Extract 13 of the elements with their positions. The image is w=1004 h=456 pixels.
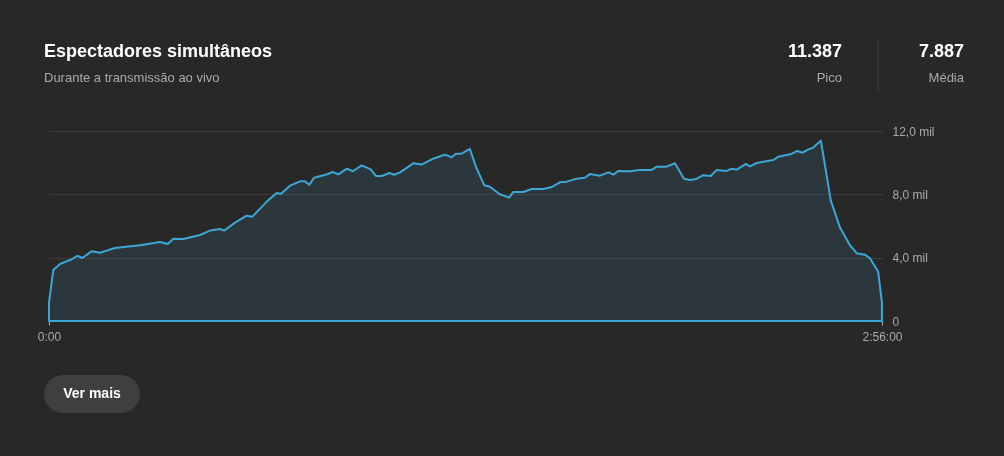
- x-tick-label: 0:00: [37, 329, 62, 344]
- y-tick-label: 0: [892, 314, 900, 329]
- y-tick-label: 4,0 mil: [892, 251, 928, 266]
- chart-subtitle: Durante a transmissão ao vivo: [44, 70, 220, 85]
- text: Ver mais: [63, 385, 122, 401]
- chart-title: Espectadores simultâneos: [44, 41, 273, 61]
- text: Pico: [816, 70, 842, 85]
- y-tick-label: 8,0 mil: [892, 187, 928, 202]
- y-tick-label: 12,0 mil: [892, 124, 935, 139]
- text: 7.887: [918, 41, 964, 61]
- x-tick-label: 2:56:00: [862, 329, 903, 344]
- text: 11.387: [787, 41, 842, 61]
- text: Média: [928, 70, 965, 85]
